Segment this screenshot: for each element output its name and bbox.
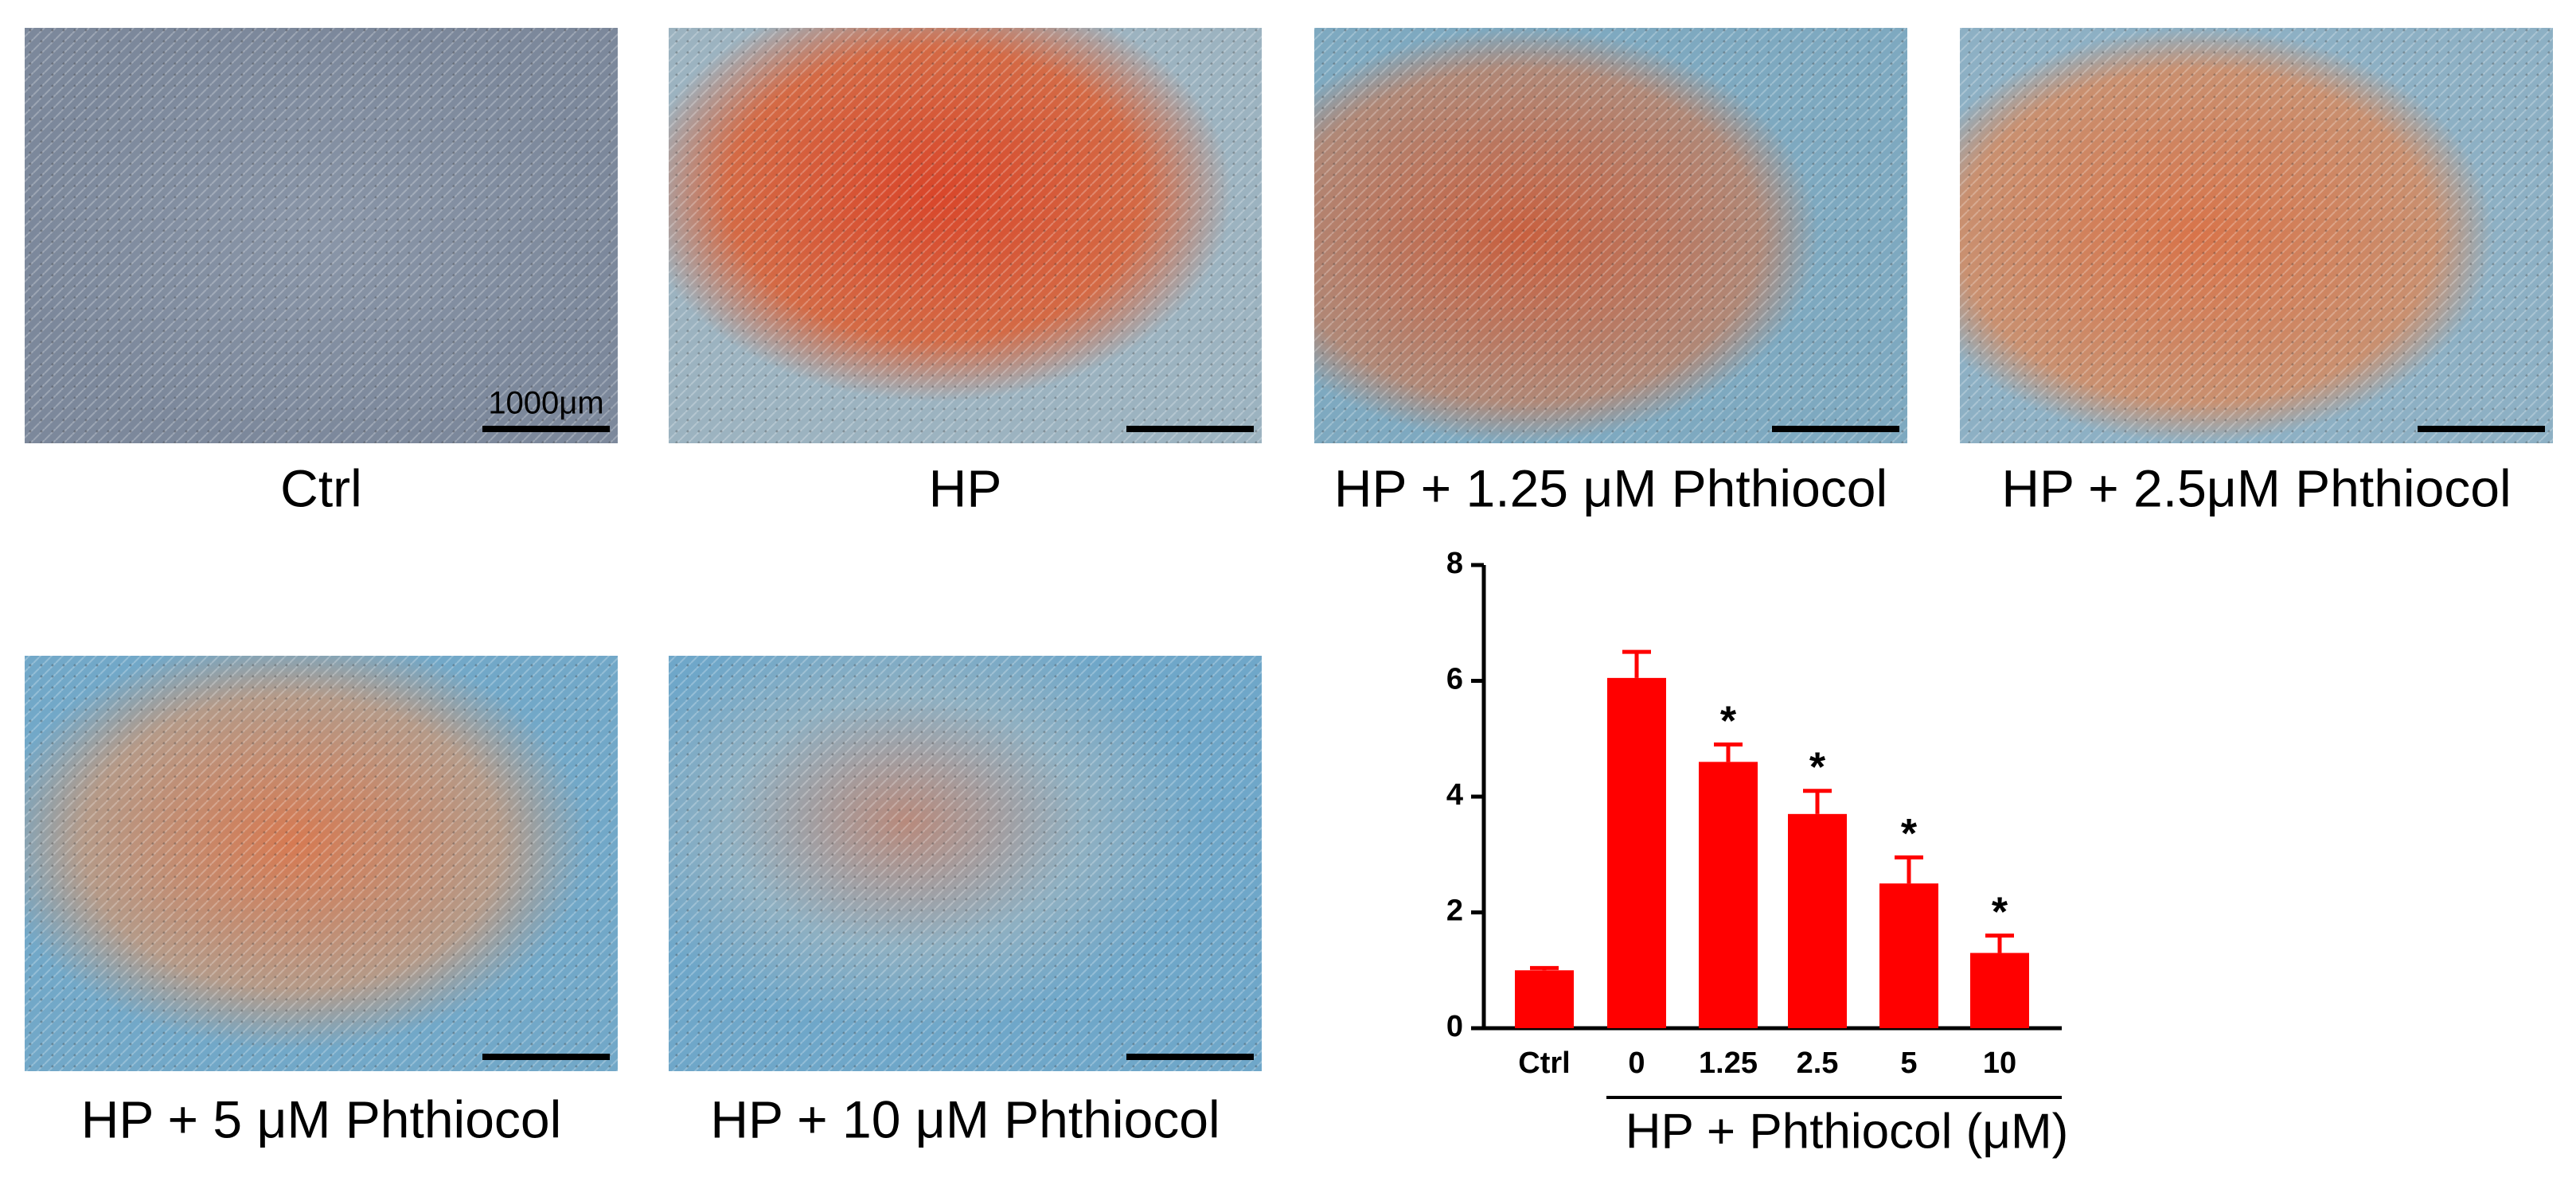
micrograph-texture xyxy=(669,656,1262,1071)
significance-label: * xyxy=(1992,889,2008,935)
y-tick-label: 2 xyxy=(1446,895,1463,928)
x-tick-label: 0 xyxy=(1628,1047,1645,1080)
micrograph-texture xyxy=(1960,28,2553,443)
micrograph-texture xyxy=(669,28,1262,443)
bar xyxy=(1879,883,1938,1028)
panel-label: HP xyxy=(929,458,1002,517)
y-tick-label: 0 xyxy=(1446,1010,1463,1043)
significance-label: * xyxy=(1720,698,1737,744)
x-tick-label: Ctrl xyxy=(1518,1047,1570,1080)
bar xyxy=(1515,970,1574,1028)
micrograph-texture xyxy=(25,28,618,443)
x-tick-label: 5 xyxy=(1900,1047,1917,1080)
y-tick-label: 6 xyxy=(1446,663,1463,696)
micrograph-texture xyxy=(1314,28,1907,443)
bar xyxy=(1970,953,2029,1028)
x-tick-label: 1.25 xyxy=(1699,1047,1758,1080)
panel-label: Ctrl xyxy=(280,458,362,517)
y-tick-label: 8 xyxy=(1446,547,1463,580)
group-label: HP + Phthiocol (μM) xyxy=(1626,1104,2069,1159)
panel-label: HP + 10 μM Phthiocol xyxy=(710,1089,1220,1148)
scale-bar-label: 1000μm xyxy=(488,386,603,421)
micrograph-texture xyxy=(25,656,618,1071)
bar xyxy=(1699,762,1758,1028)
bar xyxy=(1607,677,1666,1028)
significance-label: * xyxy=(1901,811,1918,857)
x-tick-label: 2.5 xyxy=(1797,1047,1839,1080)
bar xyxy=(1788,813,1847,1028)
y-tick-label: 4 xyxy=(1446,778,1463,812)
significance-label: * xyxy=(1809,744,1826,790)
x-tick-label: 10 xyxy=(1983,1047,2016,1080)
panel-label: HP + 1.25 μM Phthiocol xyxy=(1334,458,1887,517)
panel-label: HP + 5 μM Phthiocol xyxy=(81,1089,562,1148)
panel-label: HP + 2.5μM Phthiocol xyxy=(2001,458,2511,517)
